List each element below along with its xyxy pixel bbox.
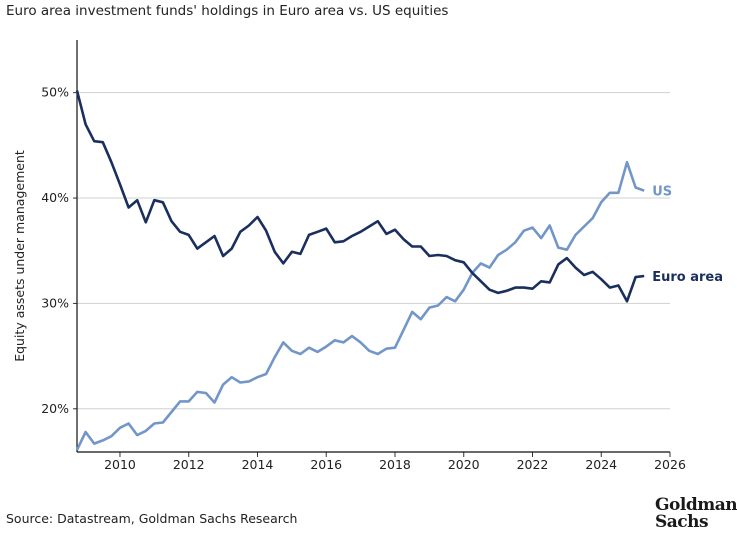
x-tick-label: 2022 xyxy=(517,457,549,472)
x-tick-label: 2010 xyxy=(104,457,136,472)
series-label-us: US xyxy=(652,185,672,200)
x-tick-label: 2016 xyxy=(310,457,342,472)
y-axis-label: Equity assets under management xyxy=(12,150,27,362)
y-tick-label: 50% xyxy=(41,85,69,100)
x-tick-label: 2014 xyxy=(242,457,274,472)
x-tick-label: 2026 xyxy=(654,457,686,472)
goldman-sachs-logo: Goldman Sachs xyxy=(655,495,737,532)
y-tick-label: 40% xyxy=(41,190,69,205)
y-tick-label: 20% xyxy=(41,401,69,416)
series-line-us xyxy=(75,160,645,451)
x-tick-label: 2018 xyxy=(379,457,411,472)
source-note: Source: Datastream, Goldman Sachs Resear… xyxy=(6,511,298,526)
series-line-euro-area xyxy=(75,90,645,303)
chart-title: Euro area investment funds' holdings in … xyxy=(6,3,449,19)
x-tick-label: 2020 xyxy=(448,457,480,472)
x-tick-label: 2012 xyxy=(173,457,205,472)
x-tick-label: 2024 xyxy=(585,457,617,472)
series-label-euro-area: Euro area xyxy=(652,270,723,285)
y-tick-label: 30% xyxy=(41,295,69,310)
